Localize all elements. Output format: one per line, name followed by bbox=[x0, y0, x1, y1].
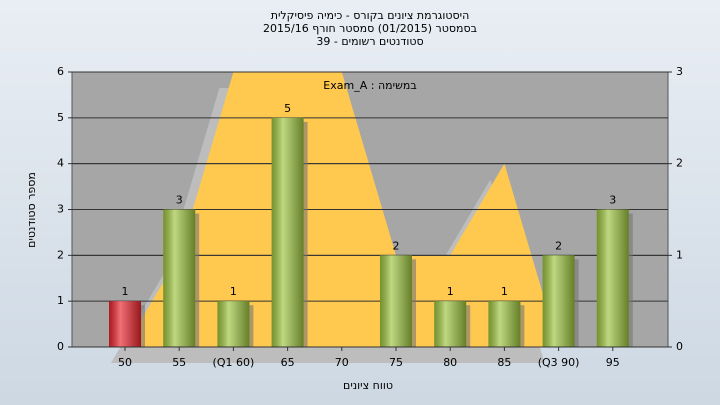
value-label: 2 bbox=[393, 239, 400, 252]
bar-shine bbox=[434, 301, 467, 347]
y-tick-label: 3 bbox=[57, 203, 64, 216]
y2-tick-label: 2 bbox=[676, 157, 683, 170]
y2-tick-label: 1 bbox=[676, 248, 683, 261]
x-tick-label: 50 bbox=[118, 356, 132, 369]
value-label: 3 bbox=[176, 194, 183, 207]
y2-tick-label: 3 bbox=[676, 65, 683, 78]
value-label: 1 bbox=[122, 285, 129, 298]
bar-shine bbox=[271, 117, 304, 347]
x-tick-label: (Q3 90) bbox=[538, 356, 580, 369]
y-tick-label: 6 bbox=[57, 65, 64, 78]
value-label: 1 bbox=[447, 285, 454, 298]
chart-title: סטודנטים רשומים - 39 bbox=[316, 35, 423, 48]
x-tick-label: 95 bbox=[606, 356, 620, 369]
bar-shine bbox=[488, 301, 521, 347]
y-tick-label: 1 bbox=[57, 294, 64, 307]
bar-shine bbox=[542, 255, 575, 347]
value-label: 5 bbox=[284, 102, 291, 115]
y-axis-label: מספר סטודנטים bbox=[25, 172, 38, 248]
x-tick-label: 70 bbox=[335, 356, 349, 369]
chart-title: בסמסטר (01/2015) סמסטר חורף 2015/16 bbox=[263, 22, 477, 35]
bar-shine bbox=[596, 209, 629, 347]
x-tick-label: 85 bbox=[497, 356, 511, 369]
x-tick-label: 65 bbox=[281, 356, 295, 369]
x-tick-label: 75 bbox=[389, 356, 403, 369]
y2-tick-label: 0 bbox=[676, 340, 683, 353]
y-tick-label: 5 bbox=[57, 111, 64, 124]
x-tick-label: 80 bbox=[443, 356, 457, 369]
chart-title: היסטוגרמת ציונים בקורס - כימיה פיסיקלית bbox=[271, 9, 470, 22]
value-label: 1 bbox=[501, 285, 508, 298]
x-tick-label: 55 bbox=[172, 356, 186, 369]
value-label: 2 bbox=[555, 239, 562, 252]
x-axis-label: טווח ציונים bbox=[343, 379, 393, 392]
x-tick-label: (Q1 60) bbox=[213, 356, 255, 369]
bar-shine bbox=[109, 301, 141, 347]
value-label: 3 bbox=[609, 194, 616, 207]
bar-shine bbox=[217, 301, 250, 347]
y-tick-label: 2 bbox=[57, 248, 64, 261]
value-label: 1 bbox=[230, 285, 237, 298]
annotation: במשימה : Exam_A bbox=[323, 79, 416, 92]
bar-shine bbox=[163, 209, 196, 347]
bar-shine bbox=[380, 255, 412, 347]
y-tick-label: 0 bbox=[57, 340, 64, 353]
y-tick-label: 4 bbox=[57, 157, 64, 170]
